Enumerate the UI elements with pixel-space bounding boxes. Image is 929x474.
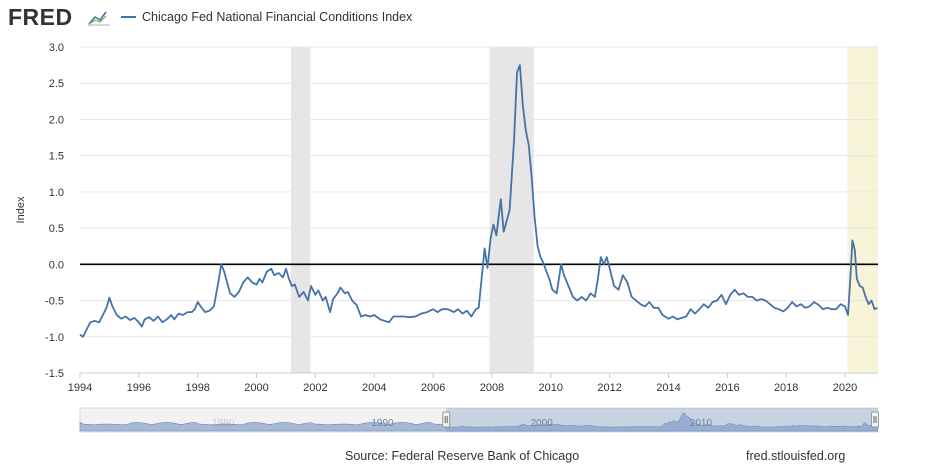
plot-area: -1.5 -1.0 -0.5 0.0 0.5 1.0 1.5 2.0 2.5 3.0 1994 19… bbox=[45, 42, 878, 394]
recession-band-0 bbox=[290, 47, 311, 373]
navigator-label-1980: 1980 bbox=[212, 418, 235, 429]
drag-handle-icon[interactable] bbox=[871, 411, 879, 428]
x-tick-label: 2002 bbox=[303, 382, 327, 394]
y-axis-label: Index bbox=[15, 196, 27, 223]
x-tick-label: 2008 bbox=[480, 382, 504, 394]
legend[interactable]: Chicago Fed National Financial Condition… bbox=[121, 10, 413, 24]
navigator-label: 2000 bbox=[531, 418, 554, 429]
y-tick-label: 1.5 bbox=[49, 151, 64, 163]
highlight-band bbox=[847, 47, 878, 373]
x-tick-label: 1994 bbox=[68, 382, 92, 394]
x-tick-label: 1998 bbox=[185, 382, 209, 394]
y-tick-label: 2.5 bbox=[49, 78, 64, 90]
y-tick-label: 0.5 bbox=[49, 223, 64, 235]
y-tick-label: 3.0 bbox=[49, 42, 64, 54]
navigator-label: 1990 bbox=[371, 418, 394, 429]
chart-line-icon bbox=[88, 11, 110, 26]
range-navigator[interactable]: 1990 2000 2010 1980 bbox=[79, 407, 879, 433]
fred-logo[interactable]: FRED bbox=[8, 4, 110, 30]
x-tick-label: 2006 bbox=[421, 382, 445, 394]
source-text: Source: Federal Reserve Bank of Chicago bbox=[345, 449, 579, 463]
x-tick-label: 2020 bbox=[833, 382, 857, 394]
navigator-left-handle[interactable] bbox=[442, 411, 451, 428]
x-tick-label: 2010 bbox=[539, 382, 563, 394]
x-tick-label: 2016 bbox=[715, 382, 739, 394]
x-tick-label: 2000 bbox=[244, 382, 268, 394]
site-link[interactable]: fred.stlouisfed.org bbox=[746, 449, 845, 463]
y-tick-label: -1.5 bbox=[45, 368, 64, 380]
legend-label: Chicago Fed National Financial Condition… bbox=[142, 10, 413, 24]
logo-text: FRED bbox=[8, 4, 73, 30]
y-tick-label: -0.5 bbox=[45, 296, 64, 308]
y-tick-label: -1.0 bbox=[45, 332, 64, 344]
y-tick-label: 2.0 bbox=[49, 114, 64, 126]
plot-background bbox=[80, 47, 878, 373]
navigator-selected-range[interactable] bbox=[446, 408, 878, 432]
recession-band-1 bbox=[489, 47, 534, 373]
x-tick-label: 2004 bbox=[362, 382, 386, 394]
x-tick-label: 2014 bbox=[656, 382, 680, 394]
x-tick-label: 2012 bbox=[597, 382, 621, 394]
series-line[interactable] bbox=[79, 64, 878, 338]
y-tick-label: 0.0 bbox=[49, 259, 64, 271]
x-tick-label: 1996 bbox=[127, 382, 151, 394]
navigator-right-handle[interactable] bbox=[871, 411, 879, 428]
y-tick-label: 1.0 bbox=[49, 187, 64, 199]
navigator-label: 2010 bbox=[690, 418, 713, 429]
navigator-series-area bbox=[79, 412, 878, 432]
drag-handle-icon[interactable] bbox=[442, 411, 451, 428]
x-tick-label: 2018 bbox=[774, 382, 798, 394]
